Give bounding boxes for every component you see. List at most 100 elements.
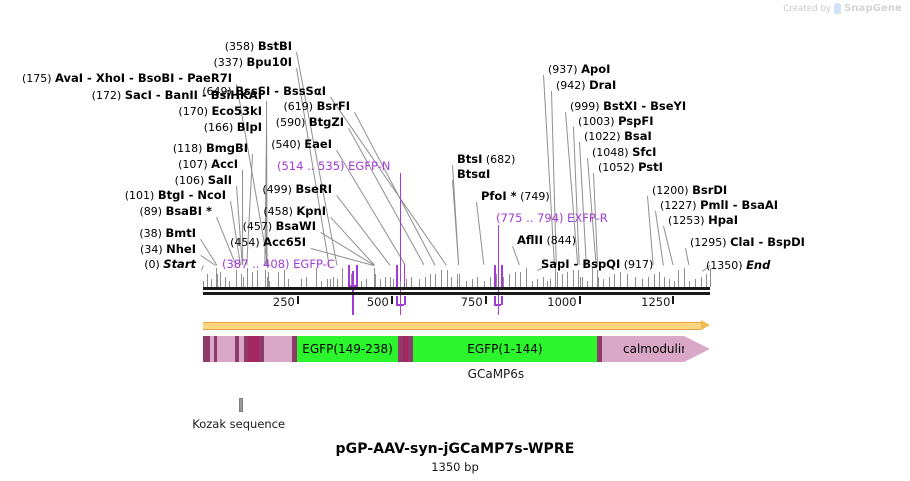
gene-segment	[259, 336, 264, 362]
enzyme-position: (0)	[144, 258, 164, 271]
enzyme-label-bsrfi[interactable]: (619) BsrFI	[0, 100, 351, 113]
enzyme-position: (166)	[203, 121, 237, 134]
enzyme-name: BmgBI	[205, 141, 248, 155]
enzyme-label-aflii[interactable]: AflII (844)	[517, 234, 576, 247]
enzyme-name: EaeI	[304, 137, 332, 151]
ruler-tick	[672, 296, 675, 304]
enzyme-name: ApoI	[581, 62, 611, 76]
feature-label-egfp-c[interactable]: (387 .. 408) EGFP-C	[222, 257, 335, 271]
restriction-site-tick	[373, 267, 375, 287]
enzyme-label-btsai[interactable]: BtsαI	[457, 168, 490, 181]
restriction-site-tick	[390, 276, 392, 287]
enzyme-position: (1022)	[584, 130, 625, 143]
enzyme-label-eaei[interactable]: (540) EaeI	[0, 137, 332, 151]
restriction-site-tick	[360, 281, 362, 287]
enzyme-label-pfoi[interactable]: PfoI * (749)	[481, 190, 550, 203]
enzyme-label-bpu10i[interactable]: (337) Bpu10I	[0, 56, 292, 69]
enzyme-label-bmti[interactable]: (38) BmtI	[0, 227, 196, 240]
gene-segment-egfp149	[296, 336, 399, 362]
feature-label-egfp-n[interactable]: (514 .. 535) EGFP-N	[277, 159, 390, 173]
feature-range: (387 .. 408)	[222, 257, 294, 271]
restriction-site-tick	[242, 278, 244, 287]
enzyme-label-saci-group[interactable]: (172) SacI - BanII - BsiHKAI	[0, 89, 262, 102]
enzyme-label-drai[interactable]: (942) DraI	[556, 78, 617, 92]
feature-label-exfp-r[interactable]: (775 .. 794) EXFP-R	[496, 211, 608, 225]
gene-segment	[243, 336, 249, 362]
enzyme-label-clai[interactable]: (1295) ClaI - BspDI	[690, 236, 805, 249]
restriction-site-tick	[554, 267, 556, 287]
enzyme-name: DraI	[589, 78, 617, 92]
restriction-site-tick	[326, 278, 328, 287]
restriction-site-tick	[710, 267, 711, 287]
enzyme-label-kpni[interactable]: (458) KpnI	[0, 204, 326, 218]
restriction-site-tick	[351, 274, 353, 287]
restriction-site-tick	[203, 281, 204, 287]
restriction-site-tick	[706, 274, 708, 287]
enzyme-label-sapi[interactable]: SapI - BspQI (917)	[541, 258, 653, 271]
restriction-site-tick	[556, 272, 558, 287]
enzyme-label-btgi-ncoi[interactable]: (101) BtgI - NcoI	[0, 189, 226, 202]
enzyme-label-blpi[interactable]: (166) BlpI	[0, 121, 262, 134]
enzyme-label-acc65i[interactable]: (454) Acc65I	[0, 236, 306, 249]
restriction-site-tick	[579, 276, 581, 287]
restriction-site-tick	[411, 276, 413, 287]
enzyme-label-eco53ki[interactable]: (170) Eco53kI	[0, 105, 262, 118]
gene-segment	[203, 336, 210, 362]
enzyme-name: AvaI - XhoI - BsoBI - PaeR7I	[55, 71, 232, 85]
enzyme-label-bseri[interactable]: (499) BseRI	[0, 183, 332, 196]
enzyme-name: KpnI	[296, 204, 326, 218]
enzyme-position: (1253)	[668, 214, 709, 227]
gene-segment	[402, 336, 409, 362]
feature-tick	[356, 273, 358, 287]
enzyme-label-bsssi[interactable]: (649) BssSI - BssSαI	[0, 85, 326, 98]
enzyme-label-pspfi[interactable]: (1003) PspFI	[578, 115, 654, 128]
restriction-site-tick	[337, 278, 339, 287]
restriction-site-tick	[206, 274, 208, 287]
enzyme-label-avai-group[interactable]: (175) AvaI - XhoI - BsoBI - PaeR7I	[0, 71, 232, 85]
ruler-label: 1250	[641, 295, 671, 309]
restriction-site-tick	[265, 270, 267, 287]
enzyme-label-end[interactable]: (1350) End	[706, 259, 770, 272]
enzyme-name: BsaWI	[275, 219, 316, 233]
enzyme-label-start[interactable]: (0) Start	[0, 258, 196, 271]
restriction-site-tick	[374, 276, 376, 287]
enzyme-label-hpai[interactable]: (1253) HpaI	[668, 213, 738, 227]
restriction-site-tick	[251, 272, 253, 287]
restriction-site-tick	[700, 276, 702, 287]
enzyme-label-acci[interactable]: (107) AccI	[0, 158, 238, 171]
enzyme-label-btsi[interactable]: BtsI (682)	[457, 153, 515, 166]
enzyme-label-sali[interactable]: (106) SalI	[0, 174, 232, 187]
enzyme-label-nhei[interactable]: (34) NheI	[0, 243, 196, 256]
enzyme-label-bsawi[interactable]: (457) BsaWI	[0, 219, 316, 233]
enzyme-label-sfci[interactable]: (1048) SfcI	[592, 146, 656, 159]
enzyme-label-bmgbi[interactable]: (118) BmgBI	[0, 141, 248, 155]
enzyme-label-pmli[interactable]: (1227) PmlI - BsaAI	[660, 199, 778, 212]
enzyme-label-apoi[interactable]: (937) ApoI	[548, 62, 611, 76]
restriction-site-tick	[300, 278, 302, 287]
restriction-site-tick	[315, 267, 317, 287]
feature-tick	[348, 273, 350, 287]
enzyme-position: (590)	[275, 116, 309, 129]
enzyme-position: (454)	[230, 236, 264, 249]
leader-line	[336, 195, 391, 266]
enzyme-label-btgzi[interactable]: (590) BtgZI	[0, 116, 344, 129]
feature-name: EXFP-R	[567, 211, 608, 225]
feature-range: (514 .. 535)	[277, 159, 349, 173]
gene-segment	[217, 336, 235, 362]
enzyme-name: HpaI	[708, 213, 738, 227]
enzyme-label-psti[interactable]: (1052) PstI	[598, 161, 663, 174]
restriction-site-tick	[689, 281, 691, 287]
restriction-site-tick	[240, 274, 242, 287]
restriction-site-tick	[405, 278, 407, 287]
enzyme-label-bstbi[interactable]: (358) BstBI	[0, 40, 292, 53]
enzyme-label-bsrdi[interactable]: (1200) BsrDI	[652, 184, 727, 197]
enzyme-label-bsabi[interactable]: (89) BsaBI *	[0, 205, 212, 218]
ruler-label: 250	[272, 295, 295, 309]
enzyme-label-bsai[interactable]: (1022) BsaI	[584, 130, 652, 143]
enzyme-label-bstxi[interactable]: (999) BstXI - BseYI	[570, 100, 686, 113]
enzyme-position: (101)	[124, 189, 158, 202]
restriction-site-tick	[321, 281, 323, 287]
restriction-site-tick	[602, 278, 604, 287]
enzyme-position: (540)	[271, 138, 305, 151]
